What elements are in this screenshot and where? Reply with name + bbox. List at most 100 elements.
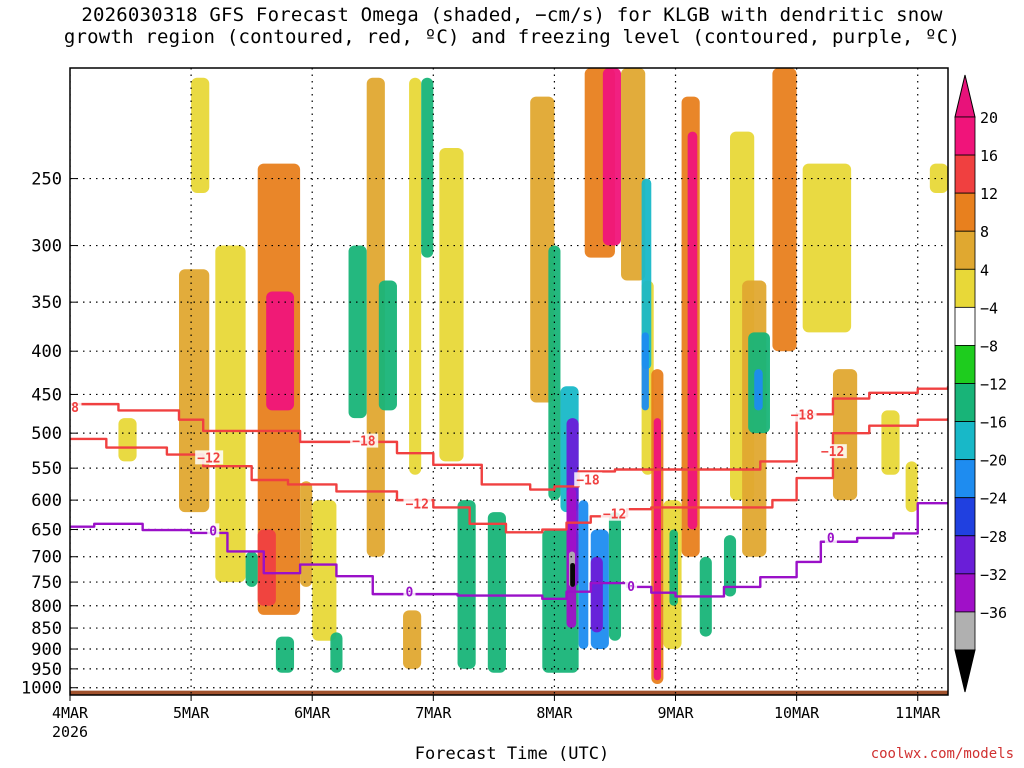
- omega-shade-cell: [191, 77, 210, 193]
- omega-shade-cell: [608, 512, 622, 641]
- colorbar: 20 16 12 8 4 −4 −8 −12 −16 −20 −24 −28 −32 −36: [954, 74, 1007, 693]
- contour-layer: −18 −18 −18 −18 −12 −12 −12 −12 0 0 0 0: [55, 386, 948, 601]
- x-tick-label: 10MAR: [774, 704, 820, 722]
- contour-label: −12: [405, 498, 428, 513]
- colorbar-label: −28: [980, 528, 1007, 546]
- omega-shade-cell: [881, 410, 900, 475]
- contour-label: 0: [827, 532, 835, 547]
- y-tick-label: 650: [31, 521, 62, 541]
- colorbar-swatch: [954, 306, 976, 346]
- omega-shade-cell: [178, 269, 210, 513]
- colorbar-label: 16: [980, 147, 998, 165]
- colorbar-swatch: [954, 497, 976, 537]
- y-tick-label: 550: [31, 459, 62, 479]
- omega-shade-cell: [215, 245, 246, 583]
- x-tick-label: 9MAR: [657, 704, 694, 722]
- contour-label-bg: [195, 450, 224, 465]
- colorbar-swatch: [954, 268, 976, 308]
- contour-label-bg: [600, 506, 629, 521]
- colorbar-bottom-arrow: [954, 649, 976, 693]
- x-tick-label: 4MAR: [52, 704, 89, 722]
- contour-label: 0: [405, 586, 413, 601]
- contour-label-bg: [403, 584, 416, 599]
- omega-shade-cell: [641, 178, 652, 370]
- omega-shade-cell: [621, 68, 646, 281]
- y-tick-label: 750: [31, 573, 62, 593]
- colorbar-top-arrow: [954, 74, 976, 118]
- credit-link[interactable]: coolwx.com/models: [870, 746, 1014, 762]
- contour-label-bg: [403, 496, 432, 511]
- omega-shade-cell: [487, 512, 506, 673]
- colorbar-swatch: [954, 421, 976, 461]
- colorbar-swatch: [954, 611, 976, 651]
- omega-shade-cell: [653, 418, 661, 681]
- y-tick-label: 500: [31, 424, 62, 444]
- contour-label: −18: [576, 473, 600, 488]
- chart-title-line-1: 2026030318 GFS Forecast Omega (shaded, −…: [81, 4, 943, 26]
- omega-shade-cell: [403, 610, 422, 669]
- y-tick-label: 900: [31, 640, 62, 660]
- omega-shade-cell: [548, 245, 561, 501]
- contour-label-bg: [70, 399, 82, 414]
- y-tick-label: 950: [31, 660, 62, 680]
- colorbar-swatch: [954, 383, 976, 422]
- contour-label-bg: [207, 523, 220, 538]
- colorbar-label: −20: [980, 452, 1007, 470]
- omega-shade-cell: [602, 68, 622, 246]
- contour-label-bg: [824, 530, 837, 545]
- omega-shade-cell: [266, 291, 295, 411]
- y-tick-label: 800: [31, 597, 62, 617]
- x-tick-sublabel: 2026: [52, 723, 88, 741]
- omega-shading-layer: [118, 68, 948, 685]
- omega-shade-cell: [421, 77, 434, 258]
- y-tick-label: 300: [31, 237, 62, 257]
- omega-shade-cell: [312, 500, 337, 641]
- x-tick-label: 11MAR: [895, 704, 941, 722]
- plot-frame: [69, 67, 949, 696]
- omega-shade-cell: [378, 280, 397, 411]
- contour-label: 0: [209, 524, 217, 539]
- omega-shade-cell: [669, 529, 678, 606]
- omega-shade-cell: [570, 562, 576, 587]
- contour-label: −12: [197, 451, 220, 466]
- contour-label-bg: [574, 472, 603, 487]
- chart-title: 2026030318 GFS Forecast Omega (shaded, −…: [0, 4, 1024, 48]
- omega-shade-cell: [118, 418, 137, 462]
- omega-shade-cell: [687, 131, 698, 530]
- y-tick-label: 850: [31, 619, 62, 639]
- contour-line: [70, 386, 948, 491]
- contour-label: 0: [627, 580, 635, 595]
- contour-label: −12: [821, 445, 844, 460]
- omega-shade-cell: [754, 369, 763, 411]
- omega-shade-cell: [802, 163, 852, 333]
- colorbar-swatch: [954, 535, 976, 575]
- colorbar-swatch: [954, 345, 976, 384]
- omega-shade-cell: [409, 77, 422, 475]
- omega-shade-cell: [457, 500, 476, 669]
- x-axis-label: Forecast Time (UTC): [414, 744, 610, 764]
- omega-shade-cell: [905, 461, 918, 513]
- omega-shade-cell: [590, 556, 603, 633]
- colorbar-swatch: [954, 230, 976, 270]
- y-tick-label: 250: [31, 170, 62, 190]
- omega-shade-cell: [300, 481, 313, 587]
- omega-shade-cell: [245, 551, 258, 587]
- contour-label-bg: [350, 433, 379, 448]
- y-tick-label: 450: [31, 385, 62, 405]
- colorbar-label: −8: [980, 337, 998, 355]
- y-tick-label: 700: [31, 548, 62, 568]
- colorbar-label: −24: [980, 490, 1007, 508]
- y-tick-label: 350: [31, 293, 62, 313]
- contour-label-bg: [818, 444, 847, 459]
- omega-shade-cell: [275, 636, 295, 673]
- y-tick-label: 1000: [21, 679, 62, 699]
- omega-shade-cell: [929, 163, 948, 193]
- colorbar-label: −16: [980, 414, 1007, 432]
- contour-label: −18: [55, 401, 79, 416]
- x-tick-label: 8MAR: [536, 704, 573, 722]
- omega-shade-cell: [832, 369, 858, 501]
- colorbar-label: 8: [980, 223, 989, 241]
- colorbar-label: −32: [980, 566, 1007, 584]
- omega-shade-cell: [257, 529, 276, 606]
